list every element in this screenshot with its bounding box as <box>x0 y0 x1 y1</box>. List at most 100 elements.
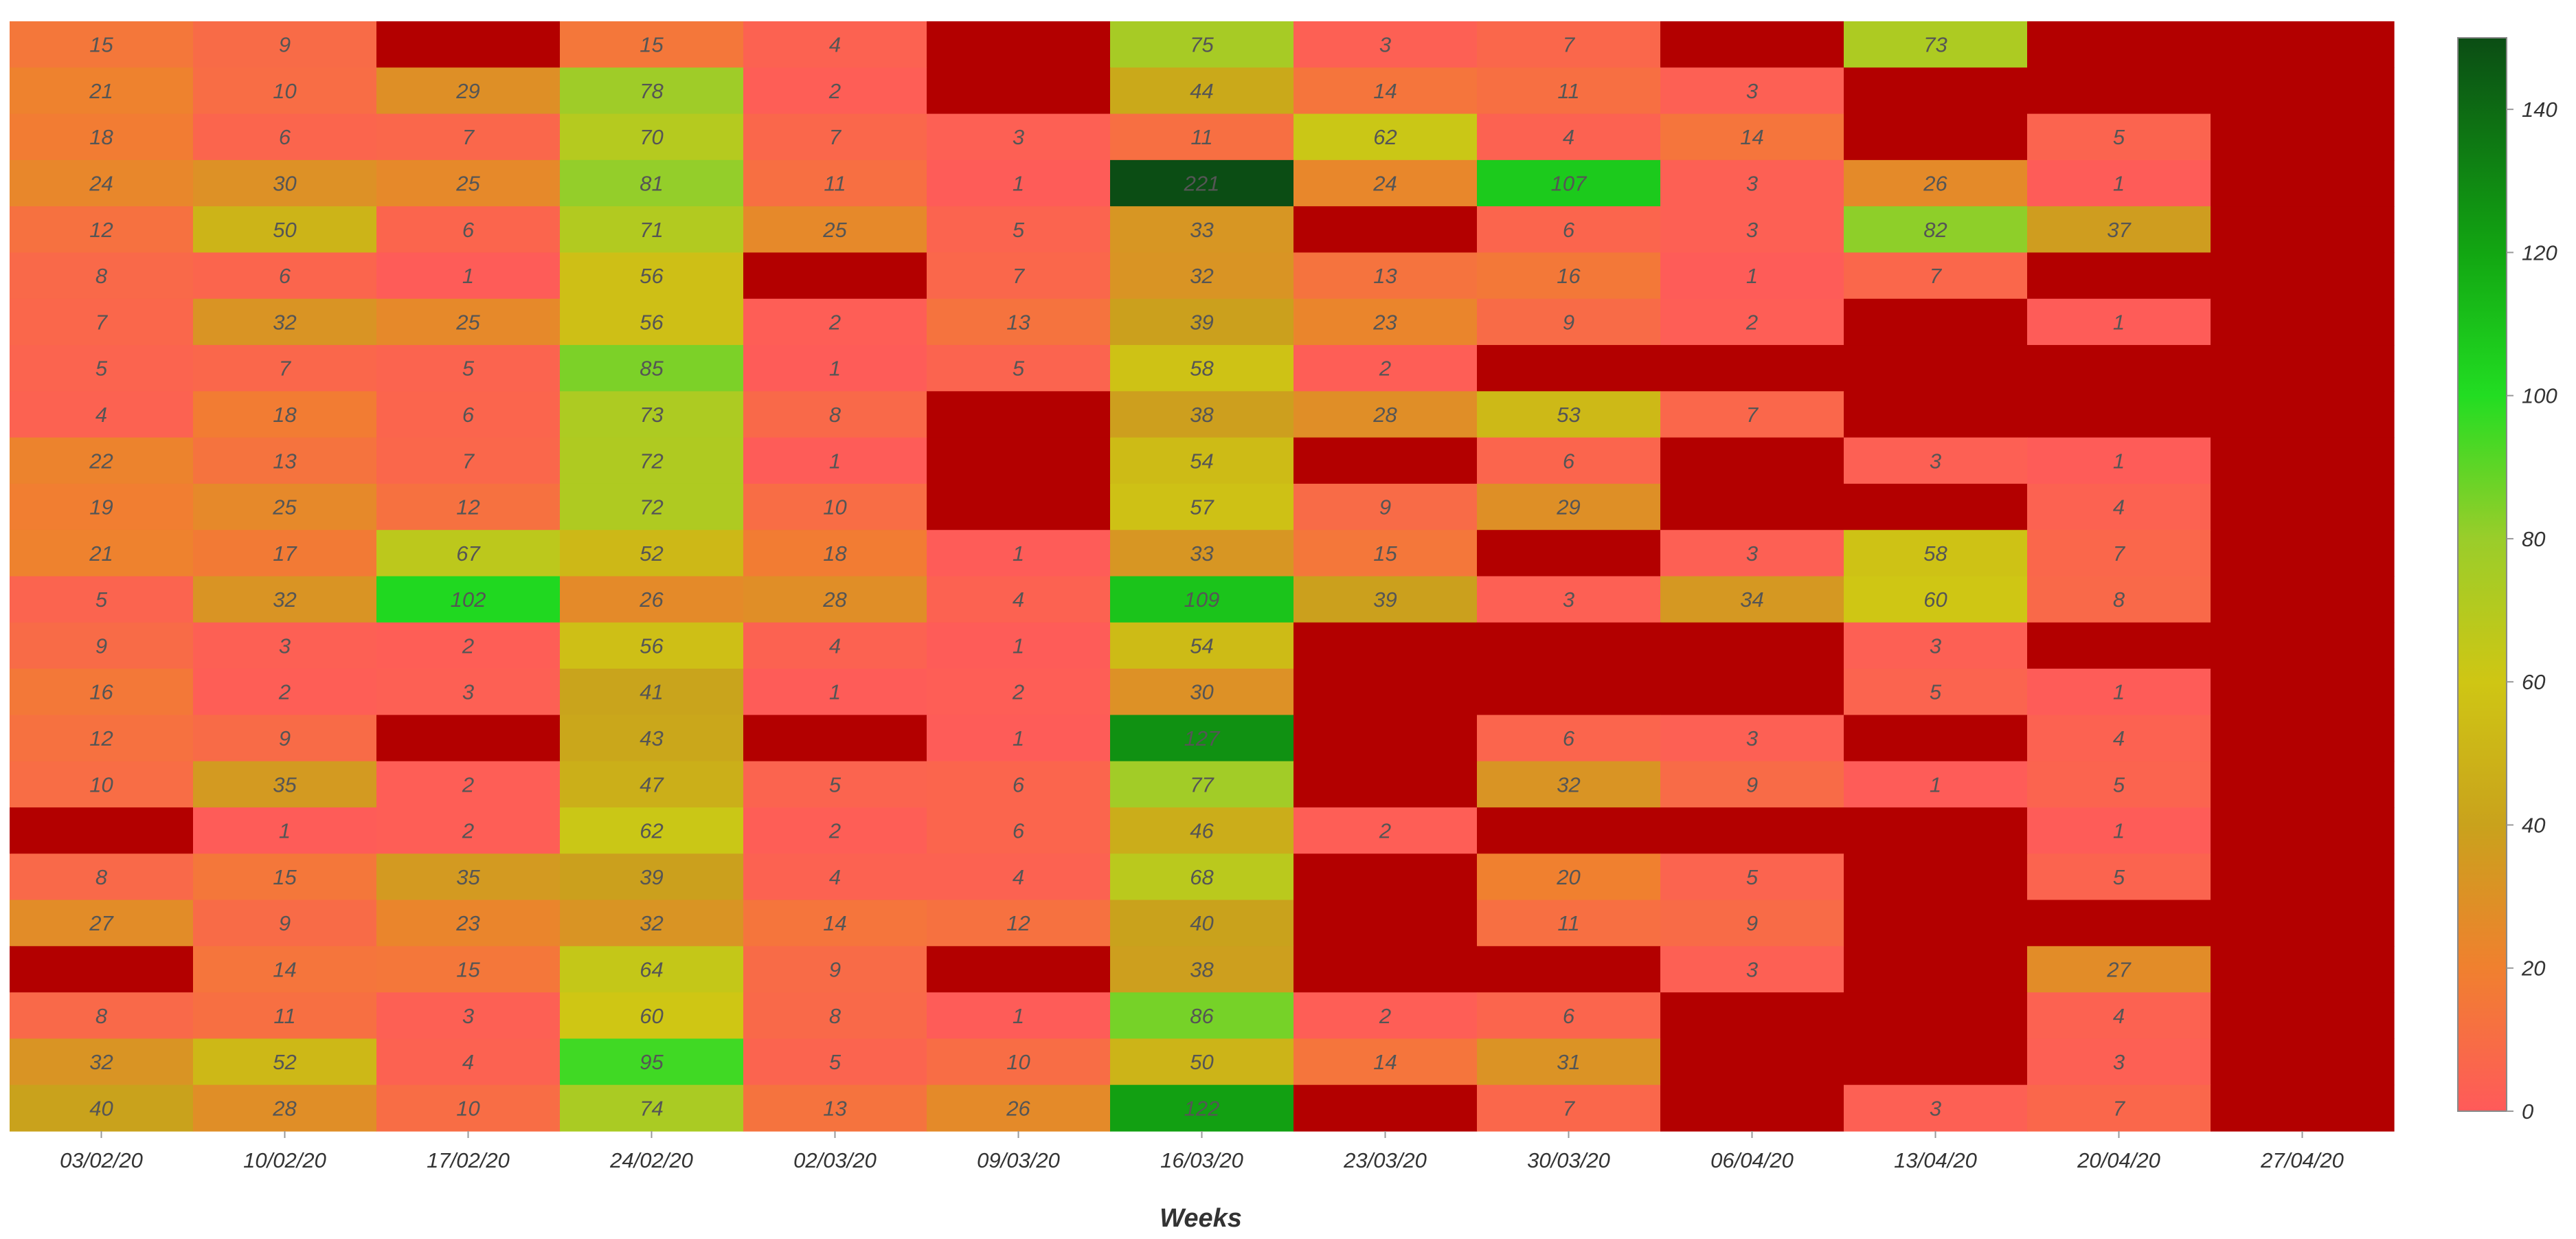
heatmap-cell <box>2211 21 2395 68</box>
cell-value-label: 4 <box>1563 125 1574 149</box>
cell-value-label: 9 <box>1379 495 1391 520</box>
cell-value-label: 5 <box>829 1050 841 1074</box>
heatmap-cell <box>1660 622 1844 669</box>
x-tick-label: 13/04/20 <box>1894 1148 1977 1172</box>
x-tick-label: 02/03/20 <box>793 1148 877 1172</box>
cell-value-label: 32 <box>273 588 296 612</box>
cell-value-label: 2 <box>462 634 474 658</box>
heatmap-cell <box>1110 715 1294 762</box>
heatmap-cell <box>1477 946 1661 993</box>
heatmap-cell <box>1844 206 2028 254</box>
heatmap-cell <box>2211 900 2395 947</box>
heatmap-cell <box>2211 483 2395 531</box>
cell-value-label: 3 <box>1013 125 1024 149</box>
cell-value-label: 32 <box>89 1050 113 1074</box>
heatmap-cell <box>1844 113 2028 161</box>
cell-value-label: 7 <box>1930 264 1943 288</box>
cell-value-label: 39 <box>1190 310 1213 334</box>
heatmap-cell <box>1660 159 1844 207</box>
heatmap-cell <box>193 159 377 207</box>
cell-value-label: 43 <box>640 726 663 750</box>
heatmap-cell <box>1477 669 1661 715</box>
heatmap-cell <box>2027 715 2211 762</box>
cell-value-label: 6 <box>279 125 291 149</box>
heatmap-cell <box>2027 900 2211 947</box>
heatmap-cell <box>1477 437 1661 484</box>
cell-value-label: 11 <box>1557 911 1579 935</box>
cell-value-label: 10 <box>273 79 296 103</box>
heatmap-cell <box>560 669 744 715</box>
heatmap-cell <box>743 206 927 254</box>
heatmap-cell <box>1660 715 1844 762</box>
heatmap-cell <box>1477 622 1661 669</box>
heatmap-cell <box>1844 345 2028 392</box>
heatmap-cell <box>10 761 194 808</box>
heatmap-cell <box>927 853 1111 901</box>
heatmap-cell <box>743 715 927 762</box>
heatmap-cell <box>376 992 561 1040</box>
heatmap-cell <box>193 437 377 484</box>
heatmap-cell <box>193 622 377 669</box>
heatmap-cell <box>927 946 1111 993</box>
x-axis: 03/02/20 10/02/20 17/02/20 24/02/20 02/03/20… <box>60 1131 2344 1172</box>
heatmap-cell <box>2027 21 2211 68</box>
heatmap-cell <box>376 437 561 484</box>
cell-value-label: 8 <box>95 264 108 288</box>
cell-value-label: 14 <box>1373 1050 1397 1074</box>
cell-value-label: 12 <box>89 218 113 242</box>
heatmap-cell <box>1293 807 1478 854</box>
cell-value-label: 2 <box>278 680 291 704</box>
cell-value-label: 74 <box>640 1096 663 1120</box>
cell-value-label: 57 <box>1190 495 1214 520</box>
heatmap-cell <box>376 622 561 669</box>
heatmap-cell <box>376 159 561 207</box>
colorbar-scale <box>2457 37 2507 1112</box>
x-tick-label: 30/03/20 <box>1527 1148 1610 1172</box>
heatmap-cell <box>1660 67 1844 115</box>
cell-value-label: 60 <box>640 1004 663 1028</box>
cell-value-label: 56 <box>640 264 664 288</box>
cell-value-label: 27 <box>2106 957 2132 981</box>
heatmap-cell <box>193 715 377 762</box>
heatmap-cell <box>376 761 561 808</box>
heatmap-cell <box>1844 946 2028 993</box>
heatmap-cell <box>927 715 1111 762</box>
heatmap-cell <box>927 669 1111 715</box>
cell-value-label: 17 <box>273 542 297 566</box>
heatmap-cell <box>193 113 377 161</box>
heatmap-cell <box>1477 853 1661 901</box>
heatmap-cell <box>560 900 744 947</box>
cell-value-label: 7 <box>2113 542 2126 566</box>
cell-value-label: 6 <box>1013 819 1025 843</box>
heatmap-cell <box>1660 113 1844 161</box>
heatmap-cell <box>10 946 194 993</box>
colorbar-tick-label: 40 <box>2522 813 2545 837</box>
heatmap-cell <box>743 530 927 577</box>
heatmap-cell <box>927 206 1111 254</box>
cell-value-label: 33 <box>1190 218 1213 242</box>
heatmap-cell <box>1110 807 1294 854</box>
cell-value-label: 13 <box>823 1096 846 1120</box>
heatmap-cell <box>376 345 561 392</box>
cell-value-label: 1 <box>1930 772 1941 796</box>
cell-value-label: 3 <box>279 634 291 658</box>
cell-value-label: 4 <box>1013 865 1024 889</box>
cell-value-label: 2 <box>1379 357 1391 381</box>
heatmap-cell <box>927 437 1111 484</box>
cell-value-label: 21 <box>89 542 113 566</box>
heatmap-cell <box>193 853 377 901</box>
heatmap-cell <box>1660 946 1844 993</box>
colorbar-tick-label: 20 <box>2521 957 2545 981</box>
heatmap-cell <box>1110 669 1294 715</box>
heatmap-cell <box>1477 345 1661 392</box>
heatmap-cell <box>743 159 927 207</box>
cell-value-label: 3 <box>1930 1096 1941 1120</box>
heatmap-cell <box>1110 1084 1294 1132</box>
heatmap-cell <box>1110 900 1294 947</box>
heatmap-cell <box>1844 761 2028 808</box>
cell-value-label: 62 <box>640 819 663 843</box>
heatmap-cell <box>560 946 744 993</box>
cell-value-label: 3 <box>2113 1050 2125 1074</box>
heatmap-cell <box>10 206 194 254</box>
cell-value-label: 22 <box>89 449 113 473</box>
